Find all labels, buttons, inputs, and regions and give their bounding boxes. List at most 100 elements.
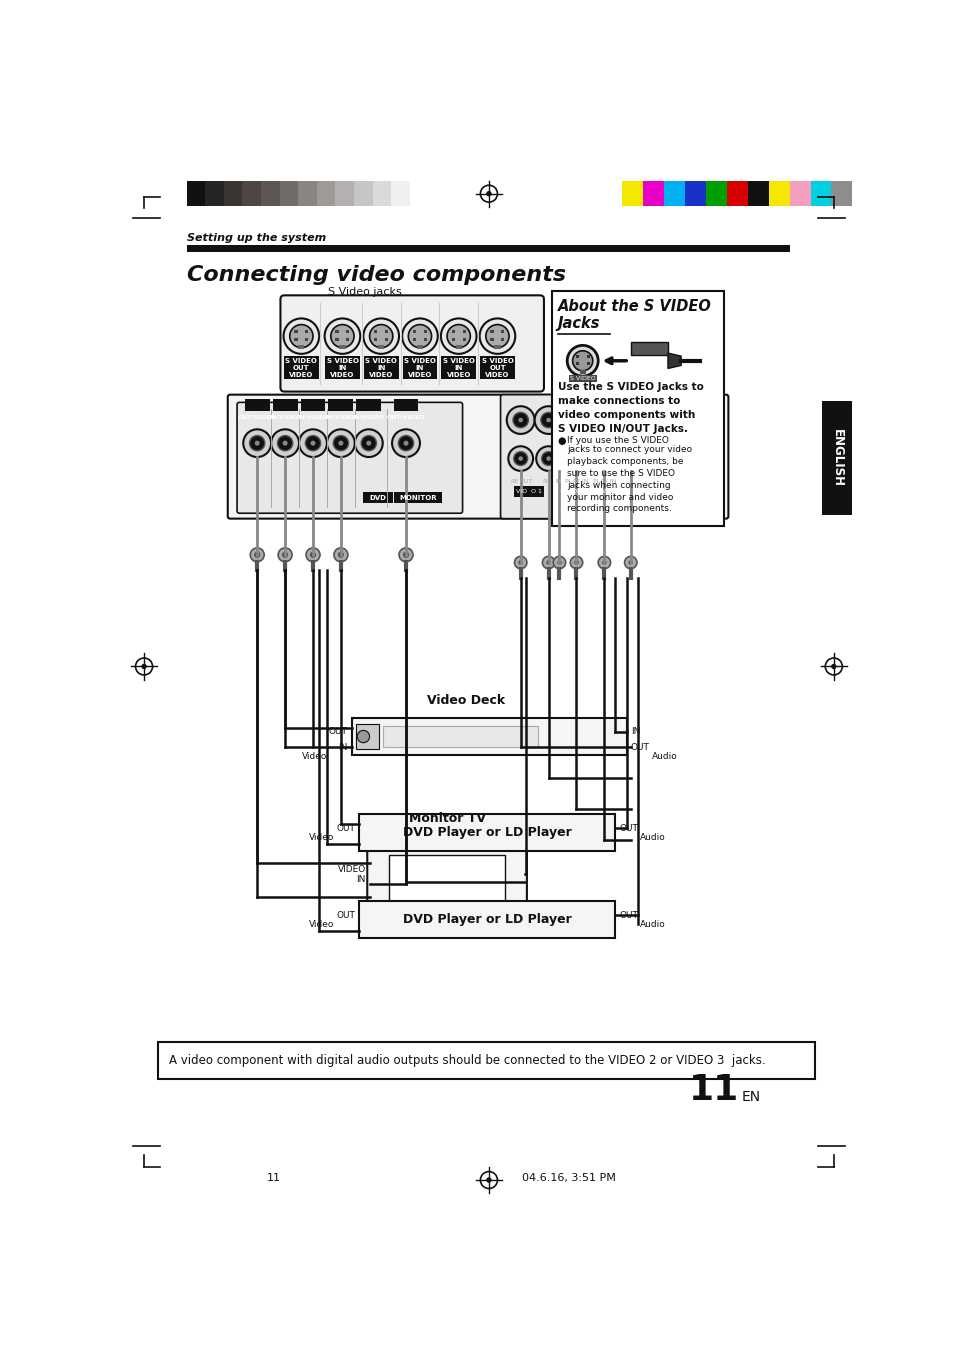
Circle shape <box>363 319 398 354</box>
Circle shape <box>513 412 528 428</box>
Circle shape <box>392 430 419 457</box>
Bar <box>294 330 297 334</box>
Circle shape <box>568 412 583 428</box>
Bar <box>621 181 642 205</box>
Bar <box>810 181 831 205</box>
Bar <box>377 346 384 349</box>
Bar <box>187 181 205 205</box>
Circle shape <box>574 561 578 565</box>
Bar <box>500 338 504 340</box>
Circle shape <box>305 435 320 451</box>
Text: Video: Video <box>309 920 335 929</box>
Bar <box>789 181 810 205</box>
Circle shape <box>567 346 598 376</box>
Text: ENGLISH: ENGLISH <box>829 428 842 486</box>
Circle shape <box>592 446 617 471</box>
Bar <box>821 401 851 515</box>
Circle shape <box>355 430 382 457</box>
Text: Audio: Audio <box>639 920 665 929</box>
Text: PLAY IN: PLAY IN <box>592 478 616 484</box>
Circle shape <box>486 1177 491 1182</box>
Bar <box>630 342 667 354</box>
Bar <box>663 181 684 205</box>
Circle shape <box>624 557 637 569</box>
Polygon shape <box>667 353 680 369</box>
Bar <box>416 346 422 349</box>
Circle shape <box>277 435 293 451</box>
Circle shape <box>141 663 147 669</box>
Text: Use the S VIDEO Jacks to
make connections to
video components with
S VIDEO IN/OU: Use the S VIDEO Jacks to make connection… <box>558 382 703 434</box>
Text: IN/VIDEO: IN/VIDEO <box>325 415 356 420</box>
Bar <box>385 338 388 340</box>
Bar <box>305 330 308 334</box>
Text: MONITOR: MONITOR <box>399 494 436 501</box>
Circle shape <box>628 561 633 565</box>
Bar <box>352 719 626 755</box>
FancyBboxPatch shape <box>367 834 526 931</box>
Circle shape <box>569 451 583 466</box>
Circle shape <box>574 417 578 423</box>
Text: Video: Video <box>309 834 335 842</box>
Circle shape <box>338 440 343 446</box>
Bar <box>205 181 224 205</box>
Bar <box>354 181 373 205</box>
Bar <box>298 181 316 205</box>
Bar <box>279 181 298 205</box>
Text: About the S VIDEO: About the S VIDEO <box>558 299 711 315</box>
Bar <box>261 181 279 205</box>
Circle shape <box>546 457 550 461</box>
Circle shape <box>398 549 413 562</box>
Circle shape <box>597 451 611 466</box>
Text: DVD Player or LD Player: DVD Player or LD Player <box>402 913 571 927</box>
Text: Connecting video components: Connecting video components <box>187 265 565 285</box>
FancyBboxPatch shape <box>228 394 728 519</box>
Bar <box>363 493 393 503</box>
Bar <box>300 399 325 411</box>
Bar <box>642 181 663 205</box>
Circle shape <box>479 319 515 354</box>
Bar <box>339 346 345 349</box>
Text: IN/VIDEO: IN/VIDEO <box>269 415 301 420</box>
Circle shape <box>337 551 344 558</box>
FancyBboxPatch shape <box>500 394 720 519</box>
Text: IN: IN <box>555 478 561 484</box>
Circle shape <box>282 551 288 558</box>
Circle shape <box>398 435 414 451</box>
Bar <box>305 338 308 340</box>
Circle shape <box>356 731 369 743</box>
Bar <box>726 181 747 205</box>
Bar <box>298 346 304 349</box>
Circle shape <box>254 440 259 446</box>
Circle shape <box>253 551 260 558</box>
Text: IN/VIDEO: IN/VIDEO <box>353 415 384 420</box>
Circle shape <box>283 319 319 354</box>
Bar <box>490 338 493 340</box>
Circle shape <box>506 407 534 434</box>
Circle shape <box>553 557 565 569</box>
Bar <box>242 181 261 205</box>
Circle shape <box>306 549 319 562</box>
FancyBboxPatch shape <box>280 296 543 392</box>
Bar <box>586 362 589 365</box>
Text: S VIDEO
IN
VIDEO: S VIDEO IN VIDEO <box>326 358 358 378</box>
Circle shape <box>508 446 533 471</box>
Bar <box>575 354 578 358</box>
Text: ●: ● <box>558 436 566 446</box>
Bar <box>747 181 768 205</box>
Text: Monitor TV: Monitor TV <box>408 812 485 825</box>
Circle shape <box>366 440 371 446</box>
Bar <box>294 338 297 340</box>
Circle shape <box>327 430 355 457</box>
Circle shape <box>536 446 560 471</box>
Text: S VIDEO
IN
VIDEO: S VIDEO IN VIDEO <box>442 358 475 378</box>
Bar <box>427 917 466 924</box>
Text: S VIDEO
OUT
VIDEO: S VIDEO OUT VIDEO <box>285 358 317 378</box>
Bar <box>335 338 338 340</box>
Text: OUT: OUT <box>336 911 355 920</box>
Bar <box>456 346 461 349</box>
Text: PL: PL <box>541 478 549 484</box>
Circle shape <box>517 457 522 461</box>
Circle shape <box>598 557 610 569</box>
Bar <box>413 330 416 334</box>
Bar <box>423 330 427 334</box>
